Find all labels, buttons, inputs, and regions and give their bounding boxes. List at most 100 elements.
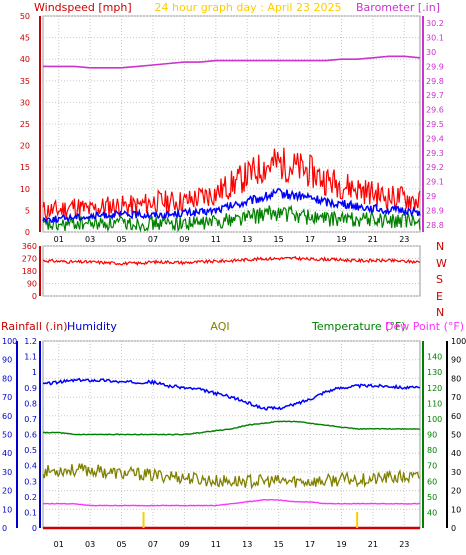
humidity-tick-label: 0.6 [24, 431, 37, 440]
humidity-tick-label: 1.1 [24, 353, 37, 362]
rain-x-tick-label: 15 [274, 540, 284, 549]
aqi-series [42, 463, 421, 490]
temperature-tick-label: 60 [427, 477, 437, 486]
rain-humidity-temperature-panel: 010203040506070809010000.10.20.30.40.50.… [2, 337, 466, 549]
rain-x-tick-label: 21 [368, 540, 378, 549]
barometer-tick-label: 29.7 [426, 91, 444, 100]
dew-point-tick-label: 40 [451, 449, 461, 458]
dew-point-axis-title: Dew Point (°F) [385, 320, 464, 333]
compass-label: S [436, 273, 443, 286]
dew-point-tick-label: 90 [451, 356, 461, 365]
barometer-tick-label: 29.2 [426, 163, 444, 172]
rain-x-tick-label: 17 [305, 540, 315, 549]
compass-label: E [436, 290, 443, 303]
compass-label: N [436, 306, 444, 319]
temperature-axis-title: Temperature (°F) [311, 320, 406, 333]
rainfall-tick-label: 90 [2, 356, 12, 365]
temperature-tick-label: 90 [427, 431, 437, 440]
temperature-series [42, 420, 421, 436]
humidity-tick-label: 0.1 [24, 508, 37, 517]
windspeed-tick-label: 5 [25, 206, 30, 215]
rainfall-tick-label: 10 [2, 505, 12, 514]
wind-barometer-panel: 0510152025303540455028.828.92929.129.229… [20, 12, 444, 244]
humidity-axis-title: Humidity [67, 320, 117, 333]
rainfall-tick-label: 30 [2, 468, 12, 477]
dew-point-tick-label: 50 [451, 431, 461, 440]
temperature-tick-label: 40 [427, 508, 437, 517]
windspeed-tick-label: 30 [20, 98, 30, 107]
humidity-tick-label: 1.2 [24, 337, 37, 346]
dew-point-tick-label: 70 [451, 393, 461, 402]
humidity-tick-label: 0 [32, 524, 37, 533]
rainfall-axis-title: Rainfall (.in) [1, 320, 68, 333]
rainfall-tick-label: 80 [2, 374, 12, 383]
humidity-tick-label: 1 [32, 368, 37, 377]
rain-x-tick-label: 09 [179, 540, 189, 549]
temperature-tick-label: 140 [427, 353, 442, 362]
barometer-series [43, 55, 421, 69]
windspeed-tick-label: 20 [20, 142, 30, 151]
wind-average-series [42, 188, 421, 224]
direction-tick-label: 360 [22, 242, 37, 251]
compass-label: N [436, 240, 444, 253]
wind-x-tick-label: 11 [211, 235, 221, 244]
rain-x-tick-label: 05 [116, 540, 126, 549]
aqi-axis-title: AQI [210, 320, 229, 333]
temperature-tick-label: 130 [427, 368, 442, 377]
windspeed-tick-label: 25 [20, 120, 30, 129]
temperature-tick-label: 50 [427, 493, 437, 502]
wind-x-tick-label: 01 [54, 235, 64, 244]
wind-x-tick-label: 13 [242, 235, 252, 244]
windspeed-tick-label: 40 [20, 55, 30, 64]
humidity-tick-label: 0.4 [24, 462, 37, 471]
barometer-tick-label: 28.9 [426, 206, 444, 215]
barometer-tick-label: 29.9 [426, 62, 444, 71]
rainfall-tick-label: 0 [2, 524, 7, 533]
wind-x-tick-label: 03 [85, 235, 95, 244]
humidity-series [42, 377, 421, 411]
humidity-tick-label: 0.9 [24, 384, 37, 393]
barometer-tick-label: 29.6 [426, 106, 444, 115]
humidity-tick-label: 0.2 [24, 493, 37, 502]
dew-point-tick-label: 100 [451, 337, 466, 346]
rainfall-tick-label: 40 [2, 449, 12, 458]
barometer-tick-label: 29.4 [426, 134, 444, 143]
wind-x-tick-label: 17 [305, 235, 315, 244]
rain-x-tick-label: 23 [399, 540, 409, 549]
barometer-tick-label: 29.5 [426, 120, 444, 129]
wind-gust-series [42, 147, 421, 221]
barometer-tick-label: 30.1 [426, 34, 444, 43]
barometer-tick-label: 30.2 [426, 19, 444, 28]
windspeed-axis-title: Windspeed [mph] [34, 1, 132, 14]
compass-label: W [436, 257, 447, 270]
wind-x-tick-label: 21 [368, 235, 378, 244]
temperature-tick-label: 120 [427, 384, 442, 393]
wind-x-tick-label: 15 [274, 235, 284, 244]
dew-point-tick-label: 0 [451, 524, 456, 533]
windspeed-tick-label: 50 [20, 12, 30, 21]
rain-x-tick-label: 07 [148, 540, 158, 549]
rainfall-tick-label: 60 [2, 412, 12, 421]
windspeed-tick-label: 35 [20, 77, 30, 86]
rainfall-tick-label: 20 [2, 487, 12, 496]
rainfall-tick-label: 70 [2, 393, 12, 402]
temperature-tick-label: 100 [427, 415, 442, 424]
direction-tick-label: 180 [22, 267, 37, 276]
barometer-tick-label: 28.8 [426, 221, 444, 230]
windspeed-tick-label: 0 [25, 228, 30, 237]
wind-x-tick-label: 05 [116, 235, 126, 244]
wind-x-tick-label: 23 [399, 235, 409, 244]
dew-point-tick-label: 30 [451, 468, 461, 477]
humidity-tick-label: 0.5 [24, 446, 37, 455]
rain-x-tick-label: 13 [242, 540, 252, 549]
barometer-tick-label: 29 [426, 192, 436, 201]
windspeed-tick-label: 45 [20, 34, 30, 43]
rain-x-tick-label: 19 [336, 540, 346, 549]
direction-tick-label: 0 [32, 292, 37, 301]
rain-x-tick-label: 03 [85, 540, 95, 549]
wind-x-tick-label: 19 [336, 235, 346, 244]
windspeed-tick-label: 15 [20, 163, 30, 172]
barometer-axis-title: Barometer [.in] [356, 1, 440, 14]
rainfall-tick-label: 50 [2, 431, 12, 440]
